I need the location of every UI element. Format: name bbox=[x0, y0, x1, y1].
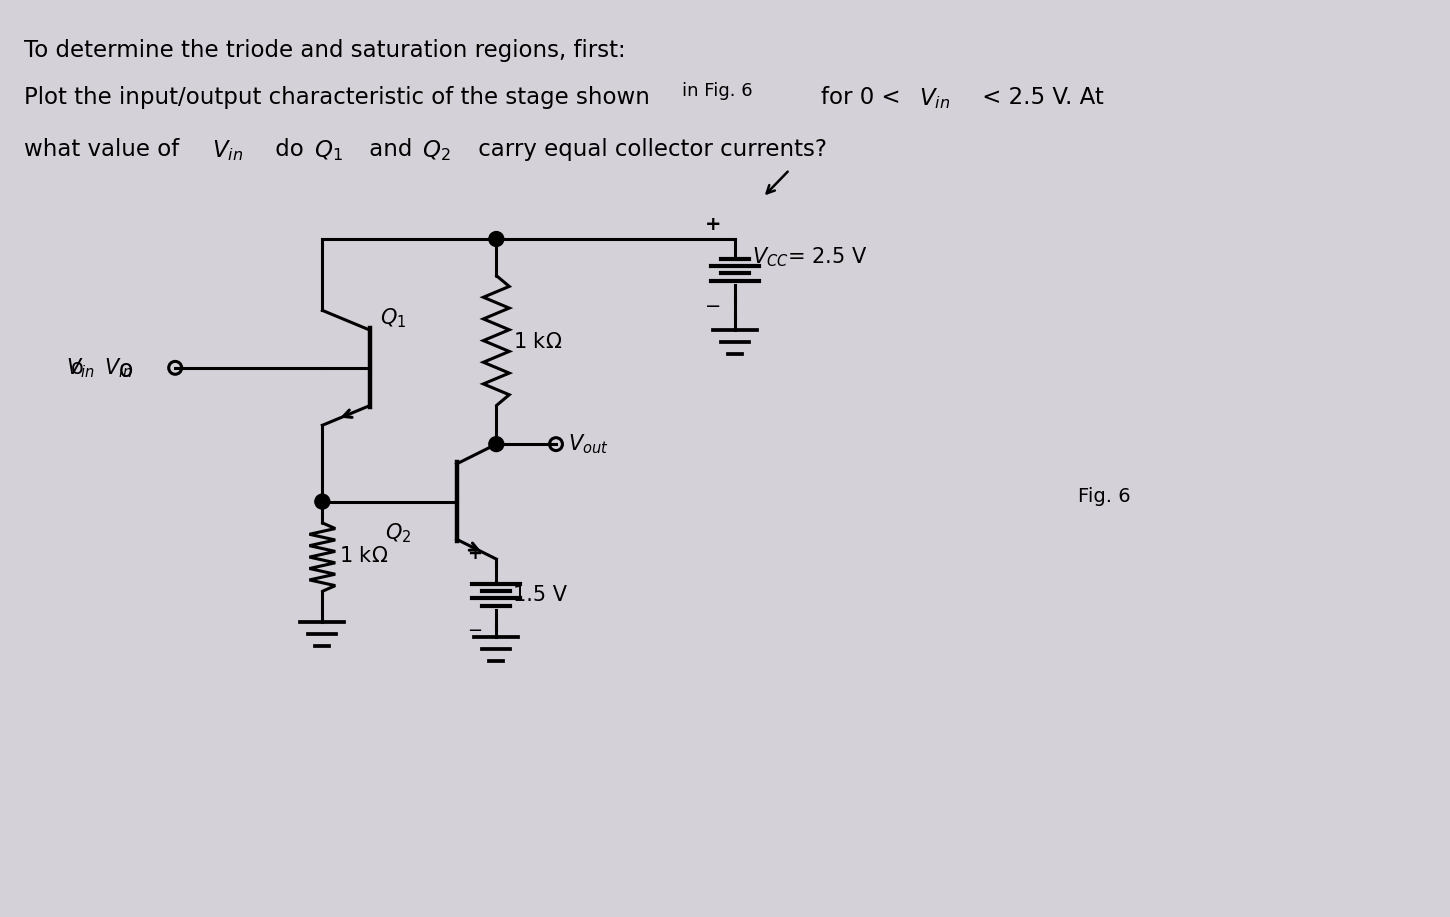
Text: $Q_2$: $Q_2$ bbox=[384, 522, 412, 545]
Text: To determine the triode and saturation regions, first:: To determine the triode and saturation r… bbox=[25, 39, 626, 61]
Text: −: − bbox=[705, 297, 721, 315]
Text: +: + bbox=[705, 215, 721, 234]
Text: $V_{in}$: $V_{in}$ bbox=[65, 356, 94, 380]
Text: 1 k$\Omega$: 1 k$\Omega$ bbox=[513, 332, 563, 351]
Text: +: + bbox=[467, 545, 481, 563]
Text: o: o bbox=[119, 358, 133, 381]
Text: for 0 <: for 0 < bbox=[822, 86, 908, 109]
Text: $V_{in}$: $V_{in}$ bbox=[212, 138, 244, 163]
Text: 1 k$\Omega$: 1 k$\Omega$ bbox=[339, 547, 389, 566]
Text: $V_{in}$: $V_{in}$ bbox=[919, 86, 950, 111]
Text: 1.5 V: 1.5 V bbox=[513, 585, 567, 604]
Text: and: and bbox=[362, 138, 419, 161]
Text: $V_{out}$: $V_{out}$ bbox=[568, 432, 609, 456]
Circle shape bbox=[489, 232, 503, 247]
Text: do: do bbox=[268, 138, 310, 161]
Text: Fig. 6: Fig. 6 bbox=[1077, 487, 1131, 506]
Text: $V_{in}$: $V_{in}$ bbox=[103, 356, 132, 380]
Text: $Q_1$: $Q_1$ bbox=[380, 306, 406, 330]
Text: $Q_2$: $Q_2$ bbox=[422, 138, 451, 163]
Text: $V_{CC}$= 2.5 V: $V_{CC}$= 2.5 V bbox=[753, 245, 867, 269]
Text: o: o bbox=[71, 358, 84, 378]
Circle shape bbox=[489, 436, 503, 451]
Text: in Fig. 6: in Fig. 6 bbox=[683, 83, 753, 101]
Circle shape bbox=[315, 494, 329, 509]
Text: $Q_1$: $Q_1$ bbox=[315, 138, 344, 163]
Text: carry equal collector currents?: carry equal collector currents? bbox=[471, 138, 828, 161]
Text: < 2.5 V. At: < 2.5 V. At bbox=[974, 86, 1103, 109]
Text: Plot the input/output characteristic of the stage shown: Plot the input/output characteristic of … bbox=[25, 86, 650, 109]
Text: −: − bbox=[467, 623, 481, 640]
Text: what value of: what value of bbox=[25, 138, 187, 161]
